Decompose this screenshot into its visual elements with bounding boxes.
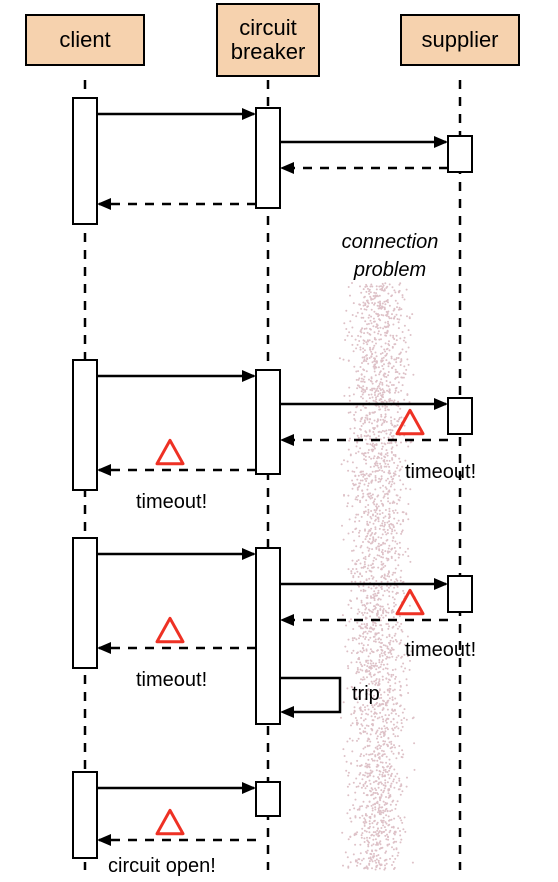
message-7: timeout! xyxy=(97,440,256,513)
message-4 xyxy=(97,370,256,382)
message-label: timeout! xyxy=(136,669,207,691)
activation-supplier-8 xyxy=(448,576,472,612)
message-8 xyxy=(97,548,256,560)
svg-text:breaker: breaker xyxy=(231,39,306,64)
activation-breaker-1 xyxy=(256,108,280,208)
activation-supplier-2 xyxy=(448,136,472,172)
svg-text:supplier: supplier xyxy=(421,27,498,52)
warning-icon xyxy=(397,410,423,433)
annotation: connection xyxy=(342,231,439,253)
message-5 xyxy=(280,398,448,410)
warning-icon xyxy=(157,440,183,463)
activation-breaker-4 xyxy=(256,370,280,474)
message-3 xyxy=(97,198,256,210)
activation-client-0 xyxy=(73,98,97,224)
message-label: timeout! xyxy=(405,461,476,483)
activation-client-3 xyxy=(73,360,97,490)
message-12 xyxy=(97,782,256,794)
message-label: timeout! xyxy=(136,491,207,513)
connection-problem-noise xyxy=(339,282,419,871)
svg-text:client: client xyxy=(59,27,110,52)
activation-client-9 xyxy=(73,772,97,858)
activation-client-6 xyxy=(73,538,97,668)
activation-breaker-10 xyxy=(256,782,280,816)
message-0 xyxy=(97,108,256,120)
warning-icon xyxy=(157,618,183,641)
svg-text:circuit: circuit xyxy=(239,15,296,40)
activation-supplier-5 xyxy=(448,398,472,434)
actor-supplier: supplier xyxy=(401,15,519,65)
message-11: timeout! xyxy=(97,618,256,691)
message-1 xyxy=(280,136,448,148)
warning-icon xyxy=(397,590,423,613)
message-9 xyxy=(280,578,448,590)
warning-icon xyxy=(157,810,183,833)
actor-client: client xyxy=(26,15,144,65)
actor-breaker: circuitbreaker xyxy=(217,4,319,76)
message-2 xyxy=(280,162,448,174)
annotation: problem xyxy=(353,259,426,281)
message-label: circuit open! xyxy=(108,855,216,877)
message-label: timeout! xyxy=(405,639,476,661)
self-message-label: trip xyxy=(352,683,380,705)
activation-breaker-7 xyxy=(256,548,280,724)
message-13: circuit open! xyxy=(97,810,256,877)
self-message-0: trip xyxy=(280,678,380,718)
